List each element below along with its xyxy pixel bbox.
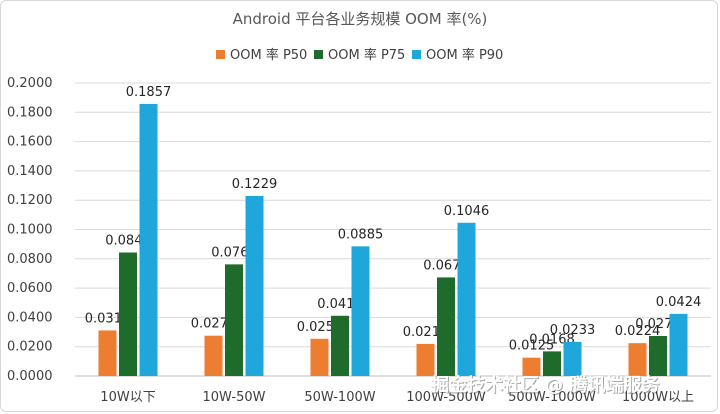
x-category-label-5: 500W-1000W: [508, 390, 596, 405]
bar-s3-c1: [139, 103, 158, 377]
data-label-s3-c3: 0.0885: [338, 227, 384, 242]
bar-s3-c4: [457, 222, 476, 376]
x-axis: 10W以下 10W-50W 50W-100W 100W-500W 500W-1000W 1…: [100, 390, 694, 405]
x-category-label-6: 1000W以上: [622, 390, 694, 405]
data-label-s1-c1: 0.0311: [85, 311, 131, 326]
data-label-s2-c2: 0.0762: [211, 245, 257, 260]
bar-s1-c3: [310, 338, 329, 376]
bar-s2-c3: [331, 315, 349, 376]
x-category-label-4: 100W-500W: [406, 390, 486, 405]
data-label-s2-c6: 0.0273: [635, 317, 681, 332]
bar-s1-c1: [98, 330, 117, 376]
bar-s3-c2: [245, 195, 264, 376]
data-label-s1-c4: 0.0219: [403, 325, 449, 340]
x-category-label-2: 10W-50W: [203, 390, 266, 405]
bar-s1-c2: [204, 335, 223, 376]
y-tick-label-1: 0.0200: [7, 340, 53, 355]
y-axis: 0.0000 0.0200 0.0400 0.0600 0.0800 0.1000 0.12…: [7, 76, 53, 384]
y-tick-label-9: 0.1800: [7, 105, 53, 120]
y-tick-label-10: 0.2000: [7, 76, 53, 91]
x-category-label-3: 50W-100W: [304, 390, 375, 405]
bar-s1-c6: [628, 343, 647, 376]
y-tick-label-8: 0.1600: [7, 135, 53, 150]
bar-s2-c6: [649, 336, 667, 376]
data-label-s2-c1: 0.0843: [105, 234, 151, 249]
data-label-s2-c4: 0.0673: [423, 258, 469, 273]
bar-s2-c4: [437, 277, 455, 376]
y-tick-label-5: 0.1000: [7, 223, 53, 238]
x-category-label-1: 10W以下: [100, 390, 155, 405]
legend-swatch-3: [412, 50, 421, 59]
y-tick-label-0: 0.0000: [7, 369, 53, 384]
watermark: 掘金技术社区 @ 腾讯端服务 掘金技术社区 @ 腾讯端服务: [431, 374, 662, 397]
legend-label-2: OOM 率 P75: [328, 47, 405, 63]
bar-s1-c5: [522, 357, 541, 376]
data-label-s2-c3: 0.0411: [317, 297, 363, 312]
legend-swatch-2: [314, 50, 323, 59]
y-tick-label-2: 0.0400: [7, 310, 53, 325]
bars: 0.0311 0.0843 0.1857 0.0275 0.0762 0.1229 0.02…: [85, 85, 702, 377]
data-label-s1-c5: 0.0125: [509, 339, 555, 354]
y-tick-label-3: 0.0600: [7, 281, 53, 296]
legend: OOM 率 P50 OOM 率 P75 OOM 率 P90: [216, 47, 503, 63]
bar-s3-c5: [563, 341, 582, 376]
bar-s2-c1: [119, 252, 137, 376]
data-label-s2-c5: 0.0168: [529, 332, 575, 347]
gridlines: [75, 82, 711, 377]
bar-s1-c4: [416, 343, 435, 376]
bar-s3-c3: [351, 246, 370, 376]
y-tick-label-6: 0.1200: [7, 193, 53, 208]
bar-s2-c2: [225, 264, 243, 376]
chart-title: Android 平台各业务规模 OOM 率(%): [233, 10, 488, 28]
bar-s3-c6: [669, 313, 688, 376]
y-tick-label-7: 0.1400: [7, 164, 53, 179]
data-label-s3-c5: 0.0233: [550, 323, 596, 338]
data-label-s3-c2: 0.1229: [232, 177, 278, 192]
bar-s2-c5: [543, 351, 561, 376]
data-label-s1-c6: 0.0224: [615, 324, 661, 339]
data-label-s1-c2: 0.0275: [191, 317, 237, 332]
legend-swatch-1: [216, 50, 225, 59]
watermark-shadow-text: 掘金技术社区 @ 腾讯端服务: [432, 375, 662, 397]
data-label-s3-c4: 0.1046: [444, 204, 490, 219]
data-label-s3-c1: 0.1857: [126, 85, 172, 100]
y-tick-label-4: 0.0800: [7, 252, 53, 267]
data-label-s1-c3: 0.0254: [297, 320, 343, 335]
legend-label-3: OOM 率 P90: [426, 47, 503, 63]
watermark-text: 掘金技术社区 @ 腾讯端服务: [431, 374, 661, 396]
legend-label-1: OOM 率 P50: [230, 47, 307, 63]
data-label-s3-c6: 0.0424: [656, 295, 702, 310]
